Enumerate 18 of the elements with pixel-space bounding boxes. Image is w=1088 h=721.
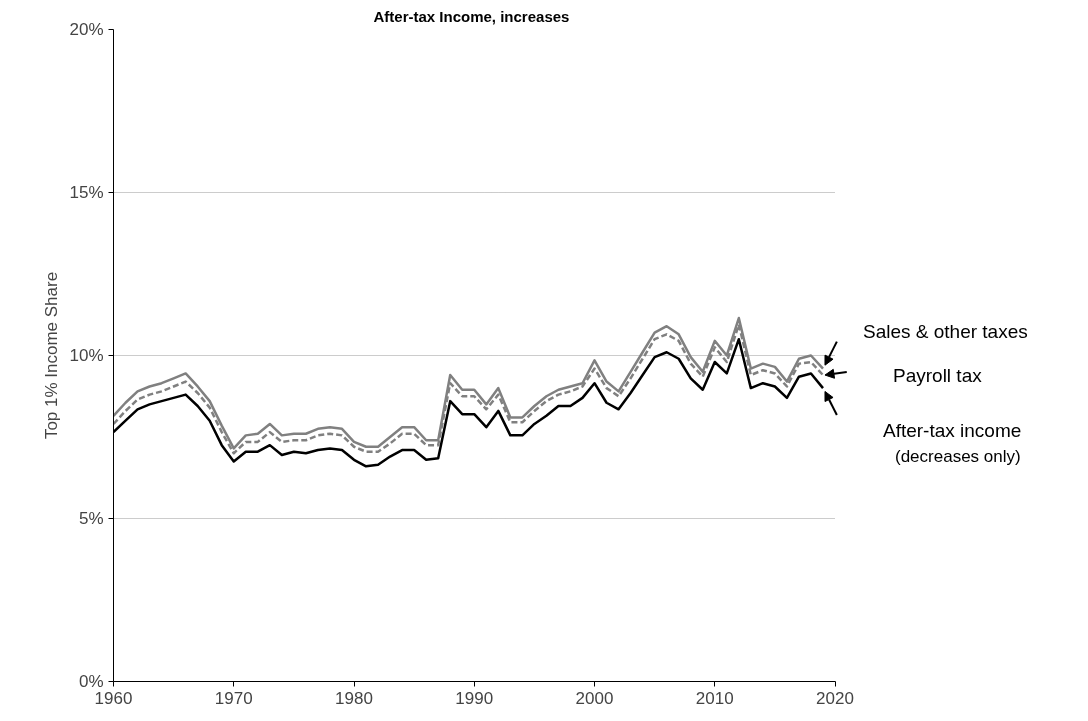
x-tick-label: 1990 [455,688,494,708]
y-tick-label: 0% [78,672,104,691]
x-tick-label: 2000 [575,688,614,708]
x-tick-label: 2010 [695,688,734,708]
x-tick-label: 1960 [94,688,133,708]
text: After-tax income [883,419,1022,441]
y-tick-label: 5% [78,509,104,528]
chart-title: After-tax Income, increases [373,7,570,25]
y-tick-label: 10% [69,346,104,365]
text: Payroll tax [893,364,983,386]
x-tick-label: 1970 [214,688,253,708]
y-tick-label: 20% [69,20,104,39]
text: (decreases only) [895,446,1021,466]
x-tick-label: 1980 [335,688,373,708]
x-tick-label: 2020 [816,688,854,708]
text: Sales & other taxes [863,321,1028,343]
y-tick-label: 15% [69,183,104,202]
y-axis-title: Top 1% Income Share [42,271,62,440]
